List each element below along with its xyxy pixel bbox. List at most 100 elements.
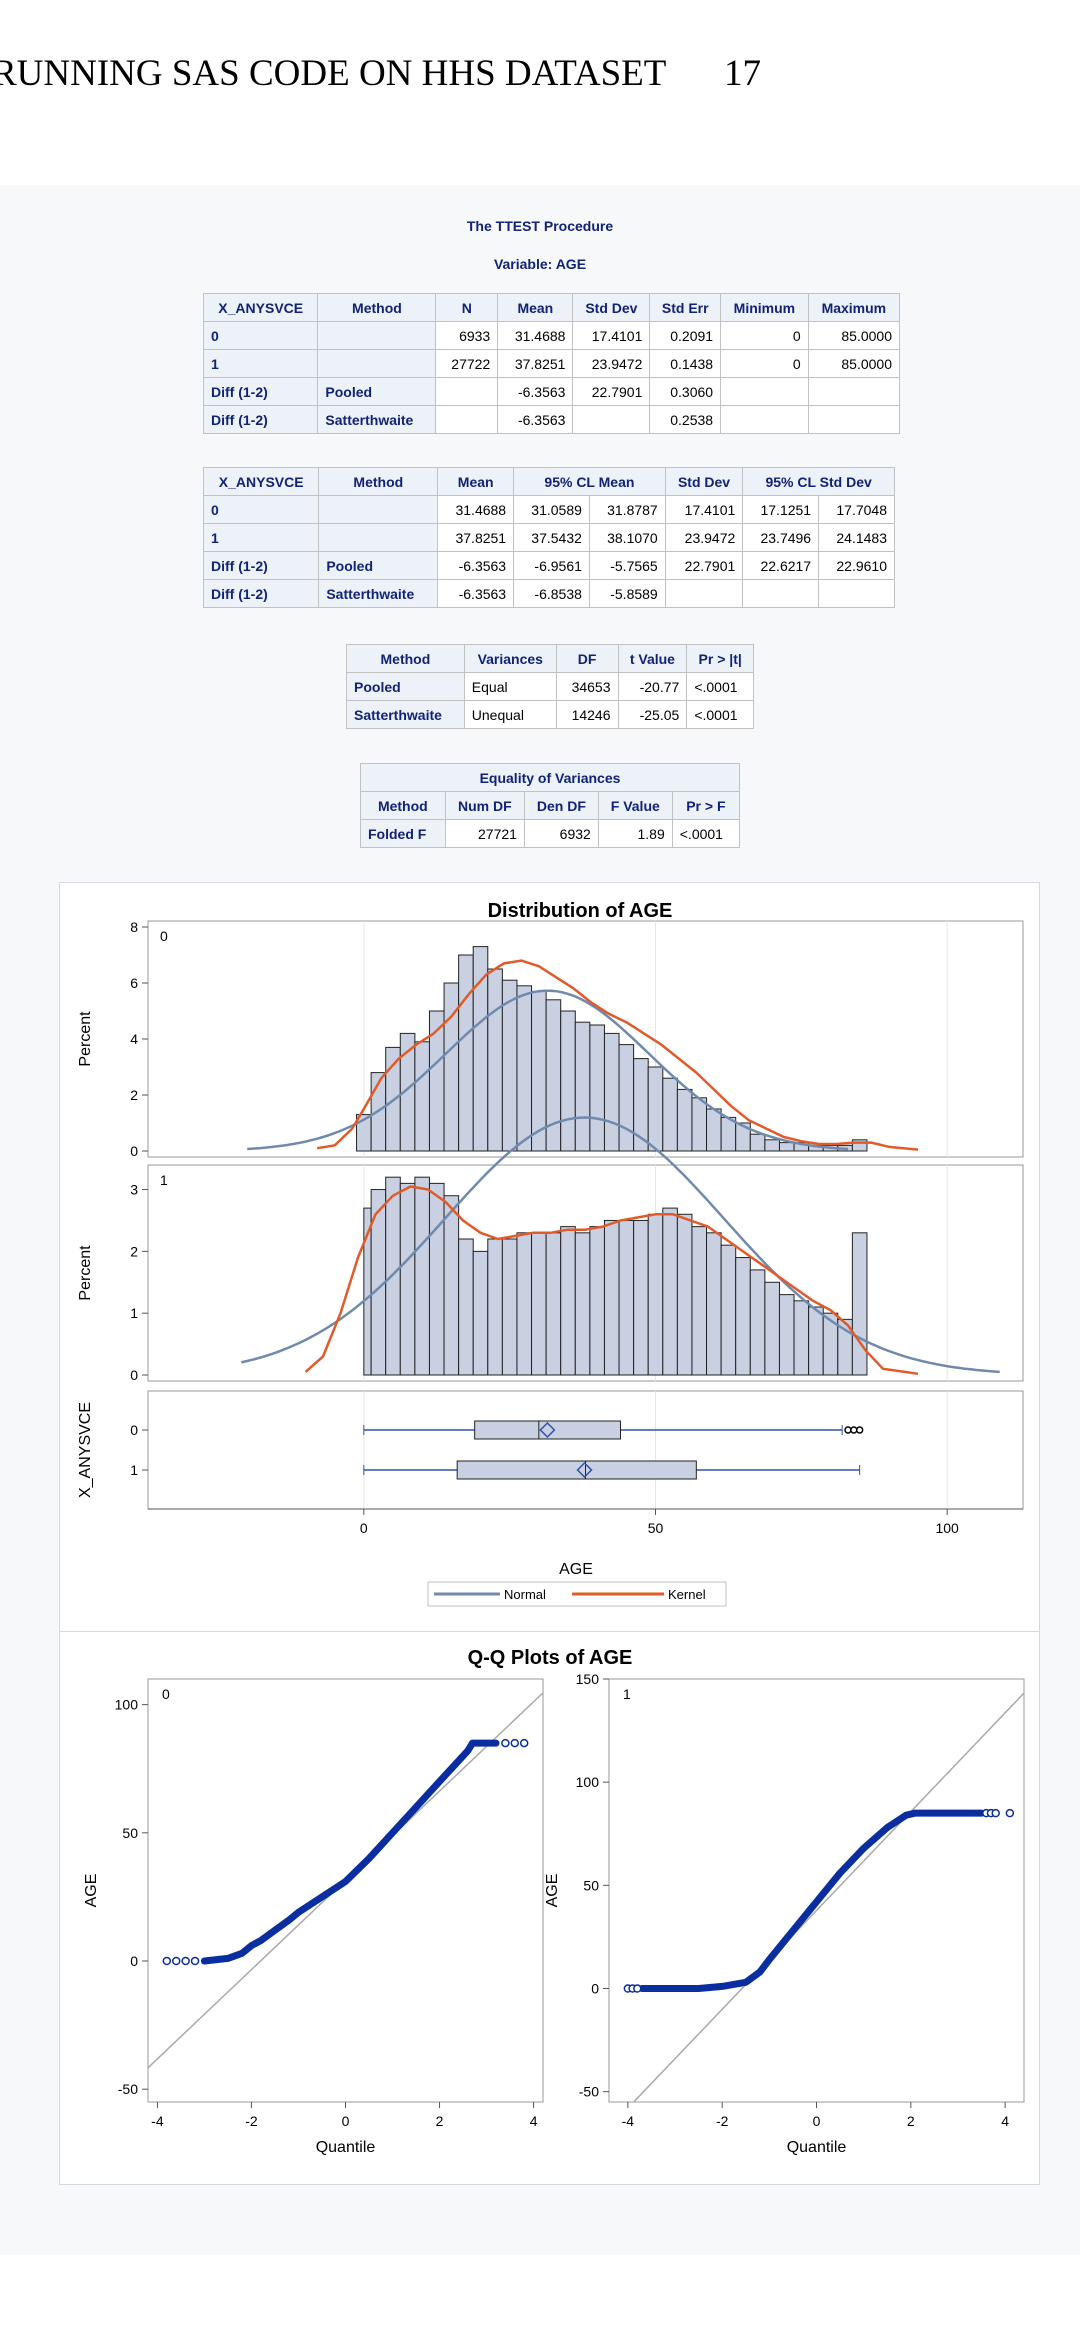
table-cell: 37.8251 (437, 523, 515, 552)
column-header: Pr > F (671, 791, 741, 820)
y-tick-label: 3 (130, 1182, 138, 1198)
column-header: X_ANYSVCE (202, 467, 320, 496)
x-tick-label: 100 (935, 1520, 959, 1536)
histogram-bar (560, 1010, 576, 1152)
histogram-bar (764, 1281, 780, 1376)
table-row: Diff (1-2) Satterthwaite -6.3563 0.2538 (202, 405, 901, 434)
legend-normal-label: Normal (504, 1587, 546, 1602)
boxplot-frame (147, 1390, 1024, 1510)
table-cell: 17.1251 (742, 495, 820, 524)
table-cell: -6.9561 (513, 551, 590, 580)
legend-kernel-label: Kernel (668, 1587, 706, 1602)
equality-table-header: Method Num DF Den DF F Value Pr > F (360, 791, 741, 820)
qq-y-tick-label: 100 (576, 1774, 600, 1790)
kernel-curve (317, 959, 919, 1151)
table-cell: -25.05 (617, 700, 688, 729)
normal-curve (241, 1116, 1000, 1374)
histogram-bar (574, 1021, 591, 1152)
table-cell: Pooled (317, 377, 437, 406)
table-cell (317, 321, 437, 350)
qq-point (991, 1808, 1000, 1818)
normal-curve (247, 989, 849, 1151)
table-row: Folded F 27721 6932 1.89 <.0001 (360, 819, 741, 848)
qq-point (181, 1956, 190, 1966)
qq-points-band (638, 1809, 986, 1992)
qq-point (510, 1738, 520, 1748)
table-cell: 22.7901 (572, 377, 651, 406)
ttest-table-header: Method Variances DF t Value Pr > |t| (346, 644, 754, 673)
qq-x-tick-label: 0 (813, 2113, 821, 2129)
page-header-title: RUNNING SAS CODE ON HHS DATASET (0, 53, 667, 94)
table-cell (720, 377, 809, 406)
histogram-bar (589, 1024, 605, 1152)
table-cell (318, 523, 439, 552)
table-cell: <.0001 (686, 700, 754, 729)
table-cell: 23.7496 (742, 523, 820, 552)
table-cell: 85.0000 (807, 349, 901, 378)
histogram-bar (574, 1232, 591, 1376)
column-header: X_ANYSVCE (202, 293, 319, 322)
qq-panel-label: 1 (623, 1686, 631, 1702)
kernel-curve (304, 1185, 919, 1376)
column-header: Pr > |t| (686, 644, 754, 673)
y-tick-label: 4 (130, 1031, 138, 1047)
histogram-bar (749, 1133, 766, 1152)
histogram-bar (487, 968, 503, 1152)
column-header: Mean (437, 467, 515, 496)
table-cell: Pooled (346, 672, 465, 701)
histogram-bar (545, 1232, 562, 1376)
column-header: 95% CL Std Dev (742, 467, 895, 496)
qq-point (519, 1738, 529, 1748)
histogram-bar (662, 1077, 678, 1152)
cl-table-header: X_ANYSVCE Method Mean 95% CL Mean Std De… (202, 467, 895, 496)
x-axis-label: AGE (559, 1561, 593, 1578)
table-row: Satterthwaite Unequal 14246 -25.05 <.000… (346, 700, 754, 729)
qq-x-tick-label: 4 (1001, 2113, 1009, 2129)
column-header: Std Dev (572, 293, 651, 322)
histogram-bar (603, 1032, 620, 1152)
qq-y-tick-label: 150 (576, 1671, 600, 1687)
table-cell: 0.3060 (649, 377, 722, 406)
column-header: 95% CL Mean (513, 467, 666, 496)
table-cell (435, 405, 499, 434)
qq-panel: Q-Q Plots of AGE 0 -50 0 50 100 -4 -2 0 2 4 Quantil… (59, 1631, 1040, 2185)
histogram-bar (735, 1257, 751, 1376)
panel-label: 1 (160, 1172, 168, 1188)
qq-x-tick-label: -4 (151, 2113, 164, 2129)
y-tick-label: 2 (130, 1243, 138, 1259)
table-cell: 38.1070 (588, 523, 666, 552)
qq-y-tick-label: 0 (130, 1953, 138, 1969)
qq-x-tick-label: 2 (907, 2113, 915, 2129)
table-cell: Diff (1-2) (202, 377, 319, 406)
stats-table: X_ANYSVCE Method N Mean Std Dev Std Err … (202, 293, 901, 434)
table-cell (318, 495, 439, 524)
column-header: Num DF (444, 791, 525, 820)
table-cell (572, 405, 651, 434)
qq-point (633, 1984, 642, 1993)
qq-x-tick-label: 4 (530, 2113, 538, 2129)
sas-output-area: The TTEST Procedure Variable: AGE X_ANYS… (0, 185, 1080, 2255)
column-header: Variances (463, 644, 557, 673)
qq-y-tick-label: 0 (591, 1981, 599, 1997)
table-row: Diff (1-2) Satterthwaite -6.3563 -6.8538… (202, 579, 895, 608)
x-tick-label: 0 (360, 1520, 368, 1536)
table-cell (807, 405, 901, 434)
table-row: Diff (1-2) Pooled -6.3563 -6.9561 -5.756… (202, 551, 895, 580)
histogram-bar (589, 1226, 605, 1376)
column-header: F Value (597, 791, 673, 820)
table-cell: Diff (1-2) (202, 551, 320, 580)
histogram-bar (501, 1238, 518, 1376)
column-header: Method (360, 791, 446, 820)
qq-point (501, 1738, 510, 1748)
table-cell (807, 377, 901, 406)
table-cell: 0.2538 (649, 405, 722, 434)
table-cell: -5.7565 (588, 551, 666, 580)
qq-point (162, 1956, 172, 1966)
table-cell: Satterthwaite (317, 405, 437, 434)
table-row: 0 6933 31.4688 17.4101 0.2091 0 85.0000 (202, 321, 901, 350)
qq-x-tick-label: 0 (342, 2113, 350, 2129)
histogram-bar (487, 1238, 503, 1376)
box-group-label: 0 (130, 1422, 138, 1438)
table-cell: 0.2091 (649, 321, 722, 350)
table-cell (818, 579, 895, 608)
